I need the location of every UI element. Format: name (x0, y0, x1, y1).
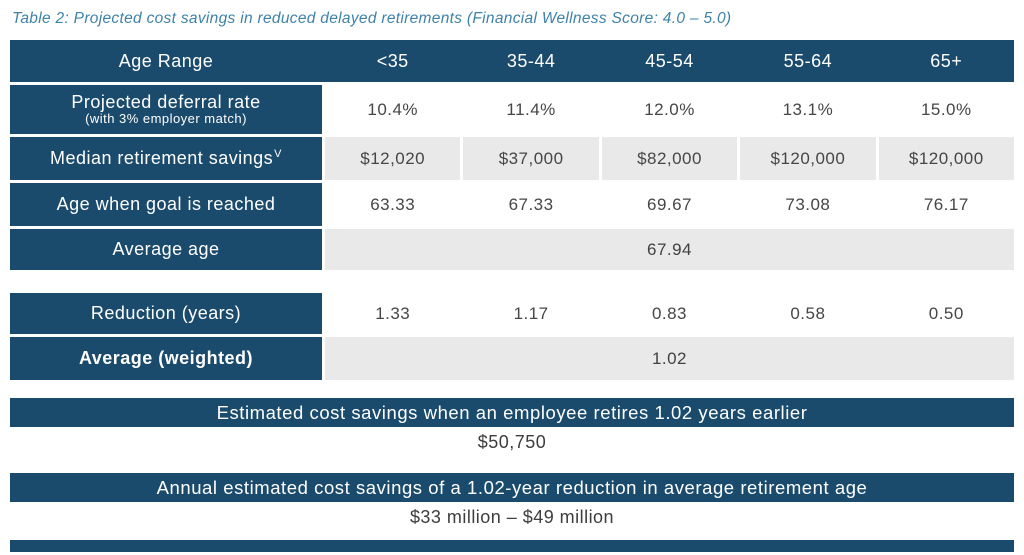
row-average-weighted: Average (weighted) 1.02 (10, 337, 1014, 380)
employee-savings-value: $50,750 (10, 427, 1014, 458)
employee-savings-banner: Estimated cost savings when an employee … (10, 398, 1014, 427)
cell-value: 15.0% (878, 85, 1014, 134)
section-spacer (10, 383, 1014, 398)
section-spacer (10, 458, 1014, 473)
cell-value: 73.08 (740, 183, 876, 226)
cell-value: 0.58 (740, 293, 876, 334)
cell-value: 0.83 (601, 293, 738, 334)
cell-value: $12,020 (325, 137, 461, 180)
annual-savings-banner: Annual estimated cost savings of a 1.02-… (10, 473, 1014, 502)
cell-value: 1.17 (463, 293, 599, 334)
header-col-45-54: 45-54 (601, 40, 738, 82)
section-spacer (10, 273, 1014, 293)
average-age-value: 67.94 (325, 229, 1014, 270)
row-age-goal-reached: Age when goal is reached 63.33 67.33 69.… (10, 183, 1014, 226)
header-col-35-44: 35-44 (463, 40, 599, 82)
cell-value: 76.17 (878, 183, 1014, 226)
table-header-row: Age Range <35 35-44 45-54 55-64 65+ (10, 40, 1014, 82)
header-col-55-64: 55-64 (740, 40, 876, 82)
row-average-age: Average age 67.94 (10, 229, 1014, 270)
row-reduction-years: Reduction (years) 1.33 1.17 0.83 0.58 0.… (10, 293, 1014, 334)
bottom-bar (10, 540, 1014, 552)
cell-value: $82,000 (601, 137, 738, 180)
header-col-65plus: 65+ (878, 40, 1014, 82)
row-label: Reduction (years) (10, 293, 322, 334)
cell-value: 1.33 (325, 293, 461, 334)
row-label-main: Projected deferral rate (71, 91, 261, 112)
average-weighted-value: 1.02 (325, 337, 1014, 380)
row-label: Average age (10, 229, 322, 270)
cell-value: 67.33 (463, 183, 599, 226)
row-projected-deferral-rate: Projected deferral rate (with 3% employe… (10, 85, 1014, 134)
cell-value: 13.1% (740, 85, 876, 134)
cell-value: 12.0% (601, 85, 738, 134)
footnote-mark: V (274, 148, 282, 161)
cell-value: 63.33 (325, 183, 461, 226)
cell-value: $120,000 (740, 137, 876, 180)
cell-value: 11.4% (463, 85, 599, 134)
row-label: Projected deferral rate (with 3% employe… (10, 85, 322, 134)
cell-value: $120,000 (878, 137, 1014, 180)
table-caption: Table 2: Projected cost savings in reduc… (12, 10, 732, 27)
row-label-sub: (with 3% employer match) (85, 111, 247, 127)
cell-value: $37,000 (463, 137, 599, 180)
annual-savings-value: $33 million – $49 million (10, 502, 1014, 533)
row-label: Age when goal is reached (10, 183, 322, 226)
header-age-range: Age Range (10, 40, 322, 82)
cell-value: 10.4% (325, 85, 461, 134)
cell-value: 0.50 (878, 293, 1014, 334)
row-label-main: Median retirement savingsV (50, 148, 282, 169)
row-label: Median retirement savingsV (10, 137, 322, 180)
row-median-retirement-savings: Median retirement savingsV $12,020 $37,0… (10, 137, 1014, 180)
header-col-under35: <35 (325, 40, 461, 82)
cell-value: 69.67 (601, 183, 738, 226)
row-label: Average (weighted) (10, 337, 322, 380)
